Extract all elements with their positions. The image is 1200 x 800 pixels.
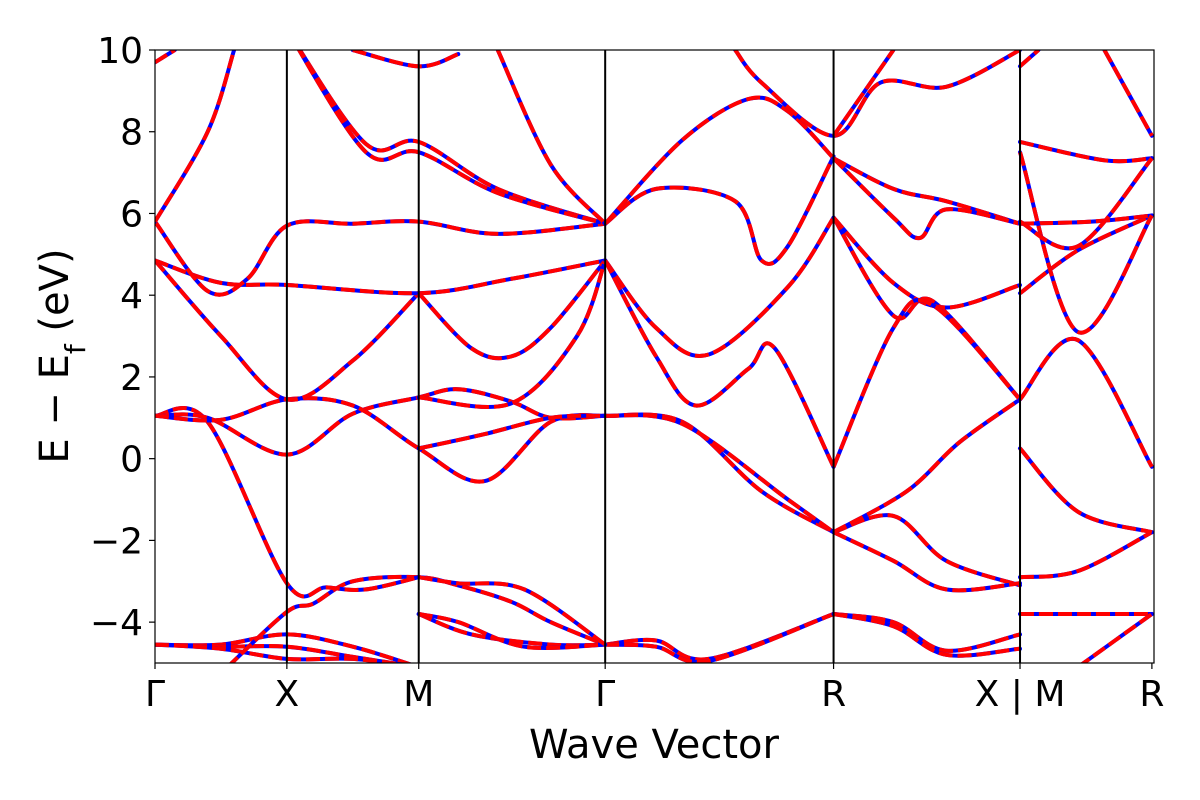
band-line-b (155, 406, 420, 599)
band-line-b (833, 612, 1021, 653)
band-line-a (155, 50, 237, 224)
band-line-a (155, 396, 608, 484)
band-line-b (418, 259, 608, 409)
y-tick-label: 10 (97, 31, 143, 72)
band-line-b (418, 575, 607, 647)
y-tick-label: 4 (120, 276, 143, 317)
band-line-a (416, 258, 608, 361)
band-line-b (418, 612, 606, 650)
band-line-b (605, 612, 835, 663)
x-tick-label: X | M (975, 674, 1066, 715)
band-line-b (155, 642, 405, 663)
plot-frame (154, 49, 1155, 664)
band-line-b (603, 259, 836, 468)
y-tick-label: 0 (120, 440, 143, 481)
band-line-b (1019, 530, 1153, 580)
band-line-a (603, 215, 836, 358)
band-line-b (605, 412, 835, 534)
band-line-b (495, 50, 607, 226)
band-line-a (603, 612, 836, 662)
band-line-b (603, 95, 836, 226)
band-line-b (832, 513, 1021, 588)
band-line-a (603, 154, 836, 266)
y-tick-label: 6 (120, 194, 143, 235)
band-line-a (1018, 336, 1154, 469)
y-axis-title: E − Ef (eV) (32, 248, 92, 463)
band-line-b (605, 413, 835, 534)
band-line-b (155, 258, 606, 296)
band-line-b (1019, 213, 1153, 226)
band-line-b (155, 387, 606, 457)
band-line-a (350, 50, 461, 69)
band-line-b (831, 216, 1022, 401)
x-tick-label: Γ (595, 674, 615, 715)
band-line-b (603, 155, 836, 266)
band-line-b (1019, 157, 1154, 251)
band-line-b (603, 216, 836, 358)
bands-layer (155, 50, 1154, 663)
x-tick-label: Γ (145, 674, 165, 715)
band-line-a (831, 513, 1022, 588)
band-line-a (831, 156, 1022, 226)
band-line-b (832, 397, 1022, 534)
x-axis: Γ X M Γ R X | M R (145, 663, 1164, 715)
band-line-b (418, 413, 606, 451)
band-line-b (1018, 213, 1153, 295)
band-line-b (1018, 447, 1153, 535)
band-line-b (831, 50, 896, 137)
band-line-b (155, 50, 176, 64)
band-line-a (228, 574, 608, 663)
band-line-a (733, 50, 1022, 138)
band-line-b (1018, 151, 1154, 335)
band-line-b (832, 530, 1021, 593)
band-line-b (604, 612, 835, 662)
x-axis-title: Wave Vector (529, 722, 780, 768)
y-tick-label: −2 (90, 521, 143, 562)
band-line-b (155, 396, 606, 484)
band-line-b (1018, 50, 1040, 68)
band-line-b (1019, 139, 1153, 164)
kpoint-lines (285, 50, 1022, 663)
band-line-b (155, 219, 606, 297)
x-tick-label: X (275, 674, 300, 715)
band-line-b (733, 50, 1021, 138)
band-line-b (833, 612, 1021, 658)
y-axis-title-unit: (eV) (32, 248, 78, 344)
band-line-a (831, 298, 1022, 469)
band-line-b (417, 259, 607, 361)
y-axis: −4 −2 0 2 4 6 8 10 (90, 31, 155, 644)
band-line-b (1080, 612, 1154, 663)
band-line-b (1018, 336, 1154, 468)
x-tick-label: M (403, 674, 434, 715)
y-axis-title-subscript: f (59, 343, 92, 354)
y-tick-label: 8 (120, 113, 143, 154)
band-line-b (831, 298, 1022, 468)
band-line-b (1102, 50, 1154, 137)
x-tick-label: R (821, 674, 846, 715)
band-line-b (417, 612, 606, 648)
band-line-a (831, 215, 1022, 402)
y-tick-label: 2 (120, 358, 143, 399)
band-line-b (832, 156, 1021, 241)
band-line-a (155, 258, 608, 296)
band-line-a (1018, 530, 1154, 580)
band-line-b (155, 50, 237, 223)
y-tick-label: −4 (90, 603, 143, 644)
band-line-a (603, 258, 836, 469)
x-tick-label: R (1139, 674, 1164, 715)
band-line-a (1018, 446, 1154, 535)
y-axis-title-main: E − E (32, 354, 78, 464)
